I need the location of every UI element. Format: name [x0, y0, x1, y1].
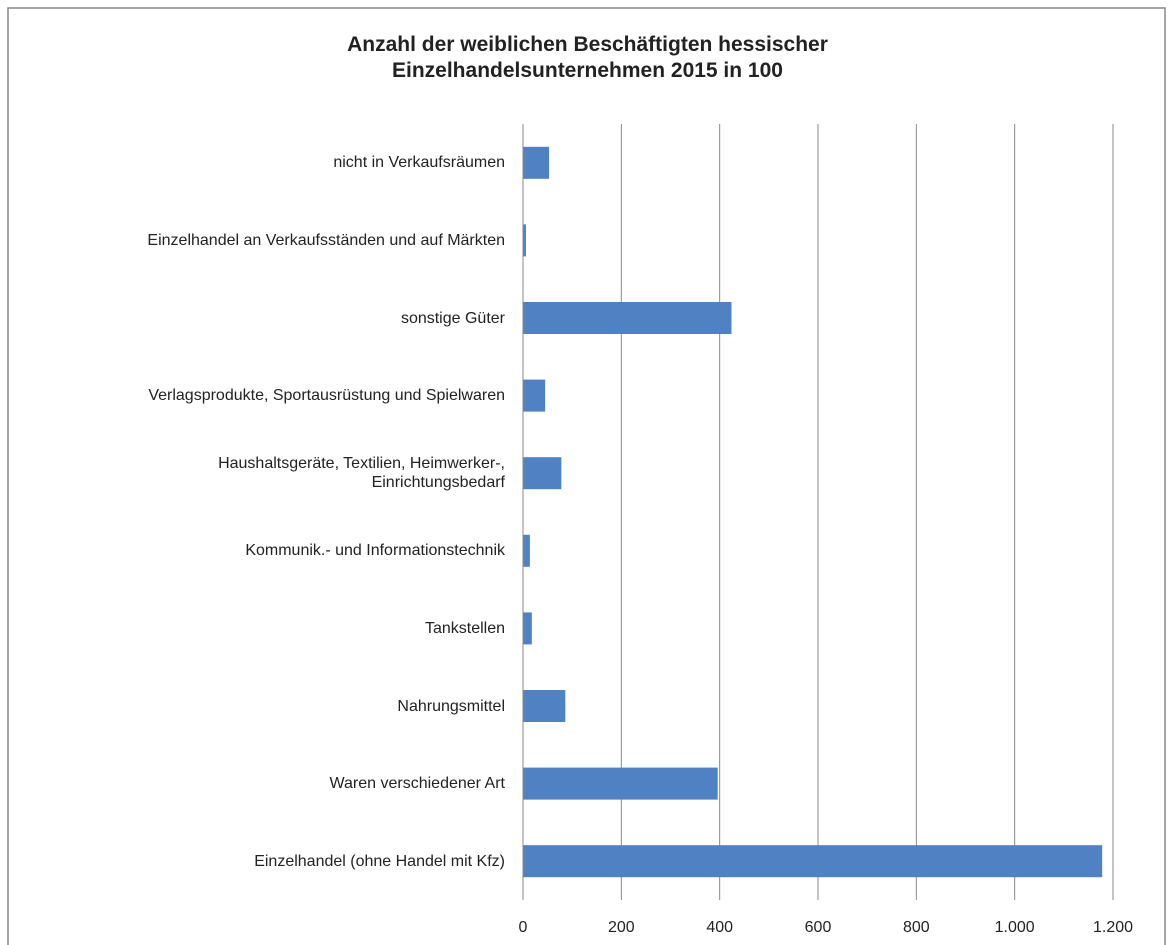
bar [523, 302, 732, 334]
bar [523, 224, 526, 257]
y-tick-label: Einzelhandel an Verkaufsständen und auf … [147, 231, 505, 249]
y-tick-label: Waren verschiedener Art [329, 775, 505, 793]
x-tick-label: 1.000 [995, 919, 1035, 936]
bar [523, 379, 546, 412]
bar [523, 690, 566, 722]
x-tick-label: 400 [706, 919, 733, 936]
bar [523, 845, 1103, 878]
x-tick-label: 200 [608, 919, 635, 936]
x-tick-label: 0 [519, 919, 528, 936]
bar [523, 767, 718, 800]
y-tick-label: Verlagsprodukte, Sportausrüstung und Spi… [148, 387, 505, 405]
y-tick-label: Haushaltsgeräte, Textilien, Heimwerker-,… [218, 455, 505, 492]
y-tick-label: Nahrungsmittel [397, 697, 505, 715]
y-tick-label: Tankstellen [424, 619, 505, 637]
y-tick-label: Einzelhandel (ohne Handel mit Kfz) [254, 852, 505, 870]
x-tick-label: 1.200 [1093, 919, 1133, 936]
bar [523, 146, 550, 179]
y-tick-label: nicht in Verkaufsräumen [333, 154, 505, 172]
bar [523, 457, 562, 490]
y-tick-label: sonstige Güter [400, 309, 505, 327]
x-tick-label: 800 [903, 919, 930, 936]
frame [7, 7, 1166, 945]
y-tick-label: Kommunik.- und Informationstechnik [245, 542, 505, 560]
bar [523, 534, 530, 567]
bar [523, 612, 532, 645]
x-tick-label: 600 [805, 919, 832, 936]
chart-title: Anzahl der weiblichen Beschäftigten hess… [347, 33, 828, 82]
